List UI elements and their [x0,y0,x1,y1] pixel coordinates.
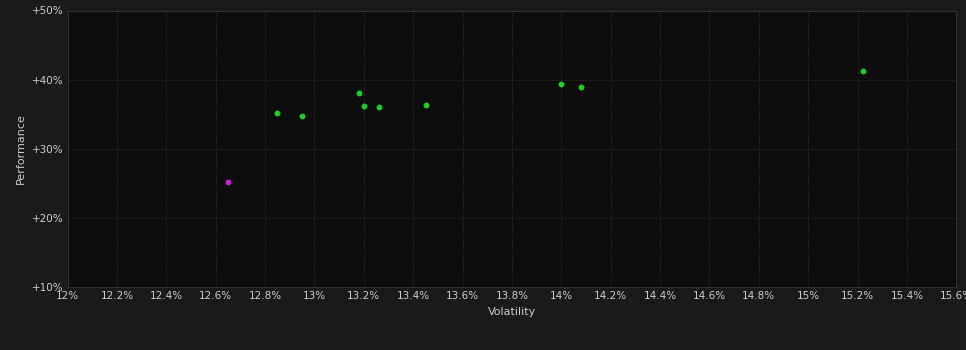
Point [270,110,285,116]
Point [574,84,589,89]
Point [352,90,367,96]
Y-axis label: Performance: Performance [16,113,26,184]
Point [295,113,310,118]
Point [371,105,386,110]
X-axis label: Volatility: Volatility [488,307,536,317]
Point [418,102,434,107]
Point [554,82,569,87]
Point [356,103,372,109]
Point [220,179,236,185]
Point [855,68,870,74]
